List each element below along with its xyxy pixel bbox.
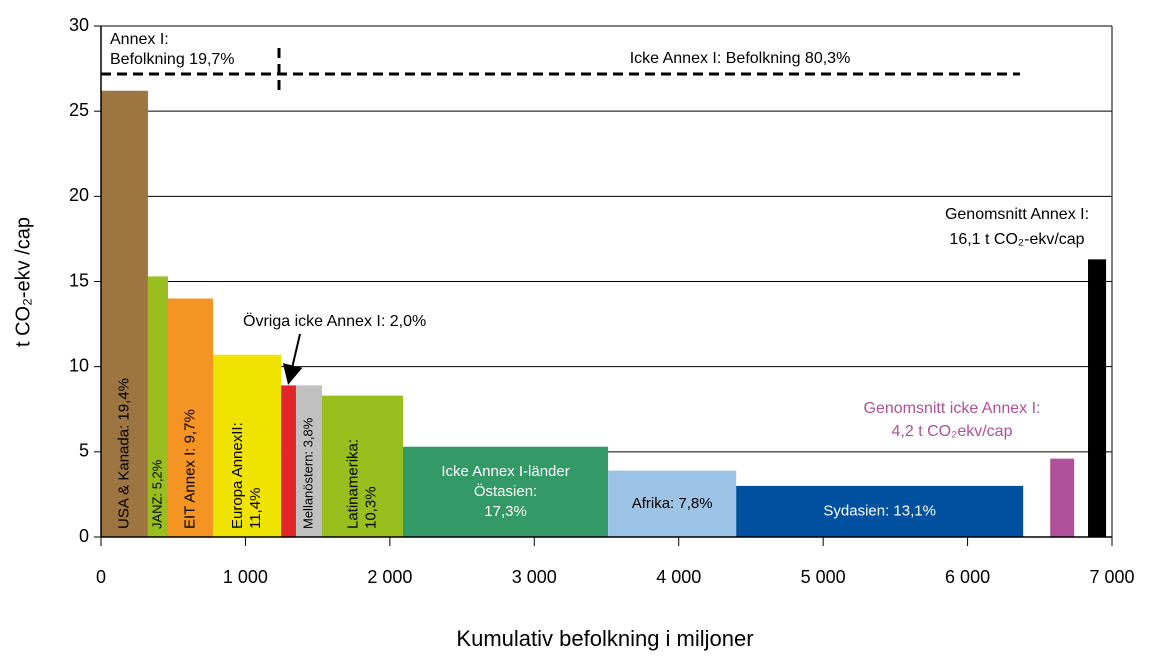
bar xyxy=(403,446,609,537)
bar xyxy=(281,385,296,537)
bar-label: Östasien: xyxy=(474,482,537,500)
bar-label: Afrika: 7,8% xyxy=(632,495,713,512)
avg-non-annex-line2: 4,2 t CO₂ekv/cap xyxy=(892,423,1013,440)
bar xyxy=(101,90,148,537)
annex-pop-line1: Annex I: xyxy=(110,31,169,48)
bar-label: USA & Kanada: 19,4% xyxy=(115,378,132,529)
x-tick-label: 5 000 xyxy=(801,567,846,587)
annex-pop-line2: Befolkning 19,7% xyxy=(110,51,235,68)
other-arrow xyxy=(282,333,303,385)
bar xyxy=(213,354,282,537)
y-tick-label: 15 xyxy=(69,270,89,290)
avg-non-annex-line1: Genomsnitt icke Annex I: xyxy=(864,400,1041,417)
y-tick-label: 5 xyxy=(79,441,89,461)
other-annotation: Övriga icke Annex I: 2,0% xyxy=(243,312,426,330)
bar-label: Sydasien: 13,1% xyxy=(823,502,936,519)
bar-label: EIT Annex I: 9,7% xyxy=(182,409,199,529)
bar-label: 10,3% xyxy=(362,486,379,529)
bar xyxy=(147,276,169,537)
avg-annex-line1: Genomsnitt Annex I: xyxy=(945,206,1089,223)
bar-label: JANZ: 5,2% xyxy=(149,459,164,529)
x-tick-label: 0 xyxy=(96,567,106,587)
y-axis-title: t CO₂-ekv /cap xyxy=(12,217,34,347)
bar-label: Latinamerika: xyxy=(344,439,361,529)
x-axis-title: Kumulativ befolkning i miljoner xyxy=(456,626,753,651)
bar-label: 11,4% xyxy=(247,488,264,529)
avg-annex-line2: 16,1 t CO₂-ekv/cap xyxy=(949,231,1084,248)
x-tick-label: 2 000 xyxy=(367,567,412,587)
bars: USA & Kanada: 19,4% JANZ: 5,2% EIT Annex I… xyxy=(101,90,1107,537)
non-annex-pop: Icke Annex I: Befolkning 80,3% xyxy=(630,50,851,67)
bar xyxy=(608,470,737,537)
bar xyxy=(295,385,322,537)
x-tick-label: 4 000 xyxy=(656,567,701,587)
bar xyxy=(168,298,214,537)
y-tick-label: 20 xyxy=(69,185,89,205)
y-tick-label: 30 xyxy=(69,15,89,35)
bar xyxy=(736,485,1024,537)
y-tick-label: 25 xyxy=(69,100,89,120)
bar xyxy=(1088,259,1107,537)
y-tick-label: 10 xyxy=(69,355,89,375)
y-tick-label: 0 xyxy=(79,526,89,546)
bar-label: Mellanöstern: 3,8% xyxy=(300,417,315,529)
axes: 0 5 10 15 20 25 30 0 1 000 2 000 3 000 4 000 5 000 6 … xyxy=(69,15,1135,587)
x-tick-label: 7 000 xyxy=(1089,567,1134,587)
x-tick-label: 1 000 xyxy=(223,567,268,587)
bar xyxy=(321,395,404,537)
bar-label: 17,3% xyxy=(484,503,527,520)
bar-label: Icke Annex I-länder xyxy=(441,463,569,480)
x-tick-label: 3 000 xyxy=(512,567,557,587)
x-tick-label: 6 000 xyxy=(945,567,990,587)
bar xyxy=(1050,458,1075,537)
bar-label: Europa AnnexII: xyxy=(229,422,246,529)
